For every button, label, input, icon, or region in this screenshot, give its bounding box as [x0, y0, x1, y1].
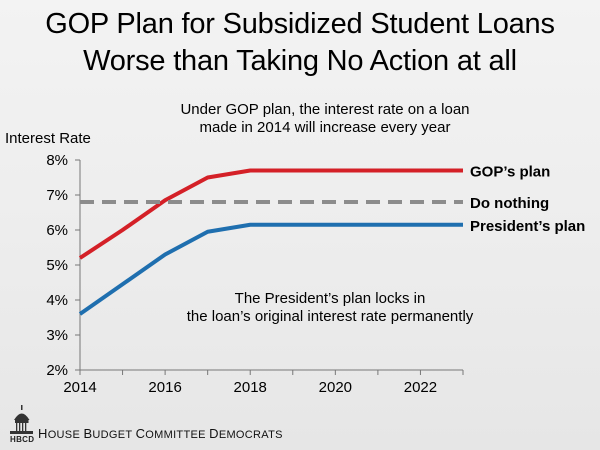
series-label-president-s-plan: President’s plan: [470, 218, 585, 235]
y-tick-label: 6%: [46, 222, 68, 239]
org-name: HOUSE BUDGET COMMITTEE DEMOCRATS: [38, 426, 283, 441]
chart-subtitle: Under GOP plan, the interest rate on a l…: [160, 101, 490, 137]
subtitle-line2: made in 2014 will increase every year: [199, 119, 451, 136]
x-tick-label: 2018: [234, 379, 267, 396]
footer: HBCD HOUSE BUDGET COMMITTEE DEMOCRATS: [8, 404, 308, 446]
series-line-gop-s-plan: [78, 168, 463, 260]
chart-title-line1: GOP Plan for Subsidized Student Loans: [45, 8, 555, 40]
president-note-line2: the loan’s original interest rate perman…: [186, 308, 474, 325]
x-tick-label: 2020: [319, 379, 352, 396]
y-tick-label: 7%: [46, 187, 68, 204]
y-tick-label: 3%: [46, 327, 68, 344]
chart-axes: [79, 160, 463, 371]
y-tick-label: 4%: [46, 292, 68, 309]
x-tick-label: 2016: [148, 379, 181, 396]
y-tick-label: 2%: [46, 362, 68, 379]
logo-text: HBCD: [10, 435, 35, 444]
y-tick-label: 5%: [46, 257, 68, 274]
x-tick-label: 2014: [63, 379, 96, 396]
president-plan-annotation: The President’s plan locks in the loan’s…: [170, 290, 490, 326]
capitol-logo-icon: [10, 405, 33, 434]
chart-title-line2: Worse than Taking No Action at all: [83, 45, 517, 77]
chart-title: GOP Plan for Subsidized Student Loans Wo…: [0, 6, 600, 80]
series-label-do-nothing: Do nothing: [470, 195, 549, 212]
y-axis-label: Interest Rate: [5, 130, 91, 147]
president-note-line1: The President’s plan locks in: [234, 290, 426, 307]
x-tick-label: 2022: [404, 379, 437, 396]
y-tick-label: 8%: [46, 152, 68, 169]
series-label-gop-s-plan: GOP’s plan: [470, 164, 550, 181]
subtitle-line1: Under GOP plan, the interest rate on a l…: [180, 101, 470, 118]
chart-series-labels: GOP’s plan Do nothing President’s plan: [470, 164, 585, 235]
series-line-president-s-plan: [78, 222, 463, 316]
chart-ticks: 2% 3% 4% 5% 6% 7% 8% 2014 2016 2018 2020 2022: [46, 152, 464, 396]
chart-series: [78, 168, 463, 316]
